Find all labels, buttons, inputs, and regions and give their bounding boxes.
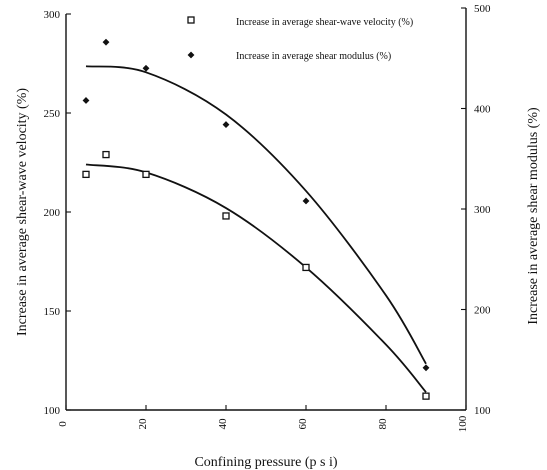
right-y-tick-label-3: 400 bbox=[474, 104, 491, 116]
x-tick-label-0: 0 bbox=[57, 421, 69, 427]
x-tick-label-1: 20 bbox=[137, 418, 149, 430]
shear-modulus-point-3 bbox=[222, 121, 230, 129]
series-shear-wave-velocity-points bbox=[82, 150, 430, 400]
shear-wave-velocity-point-1 bbox=[102, 150, 110, 159]
left-y-tick-label-4: 300 bbox=[44, 9, 61, 21]
shear-wave-velocity-point-0 bbox=[82, 170, 90, 179]
left-y-tick-label-2: 200 bbox=[44, 207, 61, 219]
left-y-tick-label-3: 250 bbox=[44, 108, 61, 120]
shear-modulus-point-5 bbox=[422, 364, 430, 372]
x-tick-label-5: 100 bbox=[457, 415, 469, 432]
right-y-tick-label-4: 500 bbox=[474, 3, 491, 15]
series-shear-modulus-points bbox=[82, 38, 430, 372]
right-y-tick-label-1: 200 bbox=[474, 305, 491, 317]
shear-modulus-point-0 bbox=[82, 97, 90, 104]
legend-square-marker bbox=[187, 16, 195, 24]
shear-modulus-point-2 bbox=[142, 64, 150, 72]
right-y-axis-title: Increase in average shear modulus (%) bbox=[526, 107, 541, 325]
shear-wave-velocity-point-2 bbox=[142, 170, 150, 179]
legend: Increase in average shear-wave velocity … bbox=[187, 16, 413, 62]
x-tick-label-3: 60 bbox=[297, 418, 309, 430]
right-y-axis-ticks: 100 200 300 400 500 bbox=[461, 3, 491, 417]
left-y-axis-title: Increase in average shear-wave velocity … bbox=[15, 88, 30, 336]
x-axis-ticks: 0 20 40 60 80 100 bbox=[57, 405, 469, 432]
legend-diamond-marker bbox=[187, 51, 195, 59]
shear-wave-velocity-point-4 bbox=[302, 263, 310, 272]
x-tick-label-4: 80 bbox=[377, 418, 389, 430]
shear-modulus-point-4 bbox=[302, 197, 310, 205]
left-y-tick-label-0: 100 bbox=[44, 405, 61, 417]
left-y-tick-label-1: 150 bbox=[44, 306, 61, 318]
right-y-tick-label-2: 300 bbox=[474, 204, 491, 216]
legend-label-shear-modulus: Increase in average shear modulus (%) bbox=[236, 51, 391, 62]
x-axis-title: Confining pressure (p s i) bbox=[194, 455, 337, 470]
x-tick-label-2: 40 bbox=[217, 418, 229, 430]
shear-wave-velocity-point-5 bbox=[422, 392, 430, 400]
shear-modulus-point-1 bbox=[102, 38, 110, 46]
shear-wave-velocity-point-3 bbox=[222, 212, 230, 220]
left-y-axis-ticks: 100 150 200 250 300 bbox=[44, 9, 71, 417]
right-y-tick-label-0: 100 bbox=[474, 405, 491, 417]
legend-label-shear-wave-velocity: Increase in average shear-wave velocity … bbox=[236, 17, 413, 28]
trend-curve-shear-modulus bbox=[85, 65, 427, 365]
